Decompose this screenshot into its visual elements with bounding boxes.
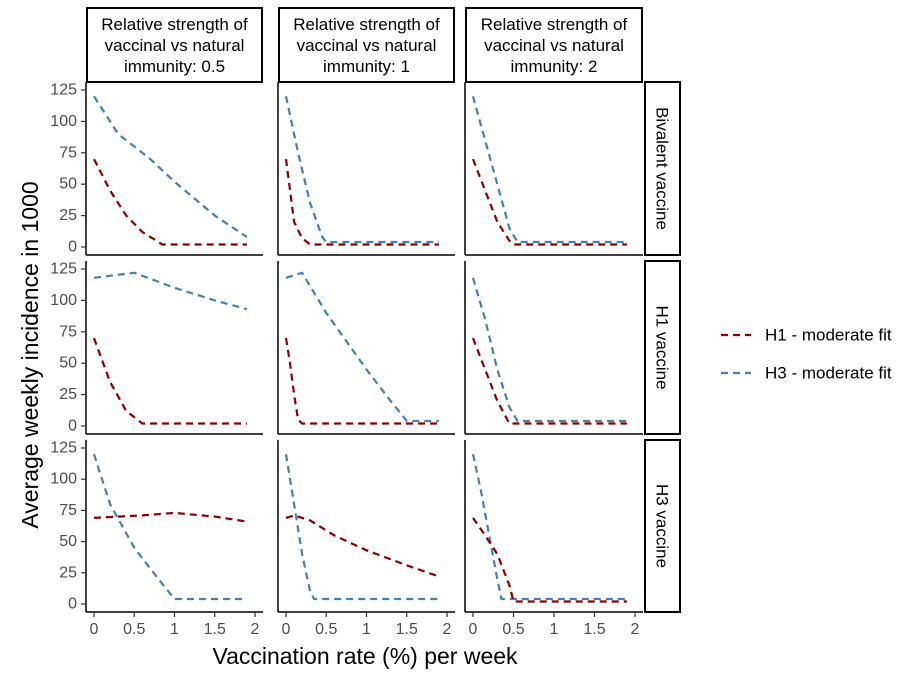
series-line (471, 277, 627, 423)
x-tick-label: 1.5 (583, 621, 605, 638)
x-tick-label: 1.5 (396, 621, 418, 638)
legend: H1 - moderate fit H3 - moderate fit (721, 326, 892, 383)
column-strip-box (278, 7, 455, 83)
panel (277, 82, 455, 256)
x-tick-label: 2 (443, 621, 452, 638)
series-line (93, 271, 248, 311)
column-strip-label: vaccinal vs natural (297, 36, 437, 55)
series-line (471, 96, 627, 244)
y-axis-label: Average weekly incidence in 1000 (17, 181, 43, 528)
column-strip: Relative strength of vaccinal vs natural i… (278, 7, 455, 83)
series-line (471, 453, 627, 601)
panels: 0255075100125025507510012502550751001250… (50, 82, 643, 638)
column-strip: Relative strength of vaccinal vs natural i… (465, 7, 643, 83)
panel: 0 25 50 75 100 125 0 0.5 1 1.5 2 (50, 440, 263, 638)
panel: 0 25 50 75 100 125 (50, 82, 263, 256)
row-strip-label: H3 vaccine (653, 484, 672, 568)
y-tick-label: 100 (50, 113, 77, 130)
panel (277, 261, 455, 435)
series-line (93, 95, 248, 238)
x-tick-label: 0 (469, 621, 478, 638)
row-strip: H1 vaccine (644, 260, 681, 435)
column-strip-box (465, 7, 643, 83)
x-tick-label: 1 (550, 621, 559, 638)
y-tick-label: 75 (59, 502, 77, 519)
y-tick-label: 0 (68, 596, 77, 613)
column-strip: Relative strength of vaccinal vs natural i… (86, 7, 263, 83)
y-tick-label: 50 (59, 176, 77, 193)
x-tick-label: 2 (631, 621, 640, 638)
column-strip-label: Relative strength of (293, 15, 440, 34)
series-line (92, 453, 247, 601)
series-line (284, 454, 439, 601)
row-strip: H3 vaccine (644, 439, 681, 613)
series-line (284, 337, 439, 425)
legend-label: H3 - moderate fit (765, 364, 892, 383)
panel (464, 82, 643, 256)
y-tick-label: 25 (59, 386, 77, 403)
row-strip-box (644, 260, 681, 435)
column-strip-box (86, 7, 263, 83)
series-line (285, 271, 439, 423)
column-strips: Relative strength of vaccinal vs natural i… (86, 7, 643, 83)
series-line (93, 511, 248, 523)
x-tick-label: 1 (170, 621, 179, 638)
column-strip-label: immunity: 0.5 (124, 57, 225, 76)
x-tick-label: 0 (90, 621, 99, 638)
y-tick-label: 25 (59, 564, 77, 581)
series-line (284, 96, 439, 244)
series-line (471, 337, 627, 425)
panel: 0 0.5 1 1.5 2 (464, 440, 643, 638)
series-line (93, 158, 247, 246)
y-tick-label: 100 (50, 292, 77, 309)
y-tick-label: 0 (68, 239, 77, 256)
y-tick-label: 125 (50, 82, 77, 99)
y-tick-label: 125 (50, 261, 77, 278)
series-line (472, 517, 627, 603)
x-tick-label: 0 (282, 621, 291, 638)
y-tick-label: 75 (59, 144, 77, 161)
row-strips: Bivalent vaccine H1 vaccine H3 vaccine (644, 81, 681, 613)
column-strip-label: vaccinal vs natural (105, 36, 245, 55)
row-strip-label: H1 vaccine (653, 305, 672, 389)
column-strip-label: Relative strength of (101, 15, 248, 34)
panel (464, 261, 643, 435)
column-strip-label: Relative strength of (481, 15, 628, 34)
legend-item: H3 - moderate fit (721, 364, 892, 383)
y-tick-label: 125 (50, 440, 77, 457)
series-line (285, 514, 440, 578)
row-strip-box (644, 439, 681, 613)
row-strip-label: Bivalent vaccine (653, 107, 672, 230)
column-strip-label: immunity: 1 (323, 57, 410, 76)
y-tick-label: 75 (59, 323, 77, 340)
series-line (284, 158, 439, 246)
x-tick-label: 0.5 (315, 621, 337, 638)
column-strip-label: vaccinal vs natural (484, 36, 624, 55)
y-tick-label: 25 (59, 207, 77, 224)
panel: 0 25 50 75 100 125 (50, 261, 263, 435)
row-strip: Bivalent vaccine (644, 81, 681, 256)
y-tick-label: 50 (59, 533, 77, 550)
y-tick-label: 0 (68, 418, 77, 435)
column-strip-label: immunity: 2 (511, 57, 598, 76)
series-line (92, 337, 247, 425)
x-tick-label: 2 (251, 621, 260, 638)
x-tick-label: 1.5 (204, 621, 226, 638)
series-line (471, 158, 627, 246)
x-axis-label: Vaccination rate (%) per week (212, 643, 518, 669)
row-strip-box (644, 81, 681, 256)
y-tick-label: 50 (59, 355, 77, 372)
legend-label: H1 - moderate fit (765, 326, 892, 345)
x-tick-label: 0.5 (123, 621, 145, 638)
x-tick-label: 0.5 (502, 621, 524, 638)
panel: 0 0.5 1 1.5 2 (277, 440, 455, 638)
legend-item: H1 - moderate fit (721, 326, 892, 345)
x-tick-label: 1 (362, 621, 371, 638)
y-tick-label: 100 (50, 471, 77, 488)
